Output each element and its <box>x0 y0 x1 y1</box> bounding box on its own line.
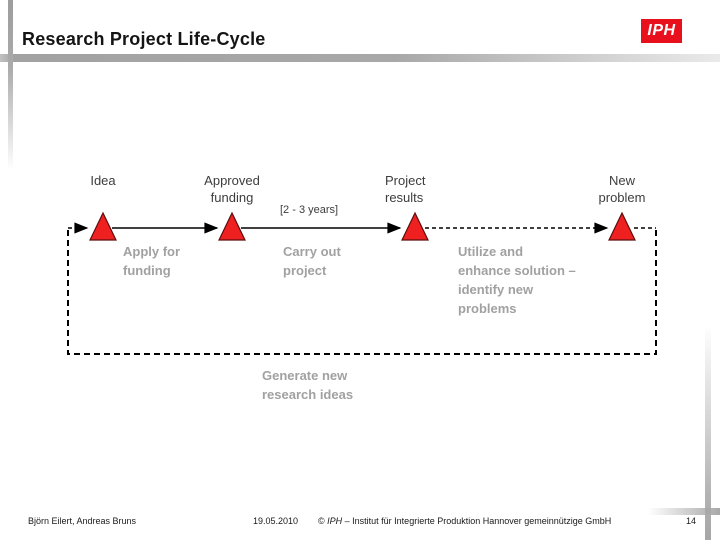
phase-label-utilize-solution: Utilize and enhance solution – identify … <box>458 244 576 316</box>
cycle-dashed-box <box>67 230 657 355</box>
milestone-label-new-problem: New problem <box>598 173 646 205</box>
page-number: 14 <box>686 516 697 526</box>
footer-date: 19.05.2010 <box>253 516 299 526</box>
milestone-label-project-results: Project results <box>385 173 426 205</box>
milestone-marker-new-problem <box>608 211 636 241</box>
phase-label-apply-for-funding: Apply for funding <box>123 244 181 278</box>
footer-authors: Björn Eilert, Andreas Bruns <box>28 516 137 526</box>
loop-label-generate-ideas: Generate new research ideas <box>262 368 354 402</box>
title-divider-line <box>0 54 720 62</box>
duration-label: [2 - 3 years] <box>280 204 339 216</box>
iph-logo: IPH <box>641 19 682 43</box>
iph-logo-text: IPH <box>647 22 676 39</box>
left-edge-line <box>8 0 13 170</box>
right-edge-line <box>705 325 711 540</box>
milestone-marker-idea <box>89 211 117 241</box>
page-title: Research Project Life-Cycle <box>22 29 266 49</box>
milestone-label-idea: Idea <box>90 173 116 188</box>
phase-label-carry-out-project: Carry out project <box>283 244 341 278</box>
milestone-marker-project-results <box>401 211 429 241</box>
footer-accent-line <box>648 508 720 515</box>
footer-copyright-org: IPH <box>327 516 343 526</box>
milestone-label-approved-funding: Approved funding <box>204 173 260 205</box>
footer-copyright: © IPH – Institut für Integrierte Produkt… <box>318 516 612 526</box>
milestone-marker-approved-funding <box>218 211 246 241</box>
